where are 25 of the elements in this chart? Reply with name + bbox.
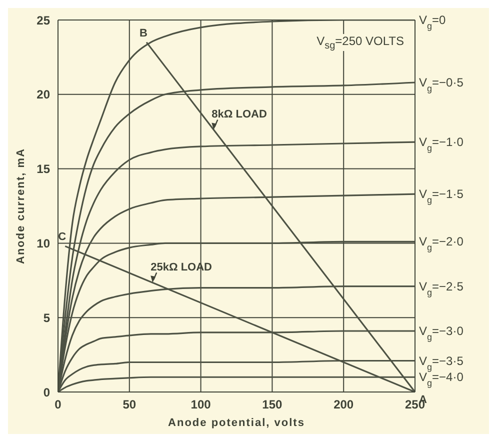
series-label: V$_{g}$=−3·0 (419, 324, 464, 342)
series-label: V$_{g}$=−1·5 (419, 187, 464, 206)
y-tick-label: 10 (36, 236, 50, 250)
y-tick-label: 0 (43, 385, 50, 400)
series-label: V$_{g}$=0 (419, 13, 446, 31)
series-label: 8kΩ LOAD (212, 108, 267, 121)
annotation: B (140, 27, 148, 40)
x-tick-label: 150 (262, 398, 283, 412)
series-label: V$_{g}$=−2·5 (419, 279, 464, 298)
series-label: V$_{g}$=−1·0 (419, 135, 464, 154)
x-tick-label: 100 (190, 398, 212, 412)
y-tick-label: 20 (36, 88, 50, 102)
x-tick-label: 50 (122, 398, 136, 412)
annotation: V$_{sg}$=250 VOLTS (314, 34, 407, 52)
y-axis-title: Anode current, mA (15, 148, 27, 264)
y-tick-label: 25 (36, 13, 50, 28)
series-label: V$_{g}$=−3·5 (419, 354, 464, 372)
x-tick-label: 0 (54, 398, 62, 412)
x-axis-title: Anode potential, volts (168, 417, 305, 429)
series-label: V$_{g}$=−0·5 (419, 75, 464, 94)
y-tick-label: 5 (43, 310, 50, 325)
y-tick-label: 15 (36, 162, 50, 176)
x-tick-label: 200 (334, 398, 354, 412)
series-label: V$_{g}$=−2·0 (419, 234, 464, 253)
annotation: C (58, 231, 66, 244)
